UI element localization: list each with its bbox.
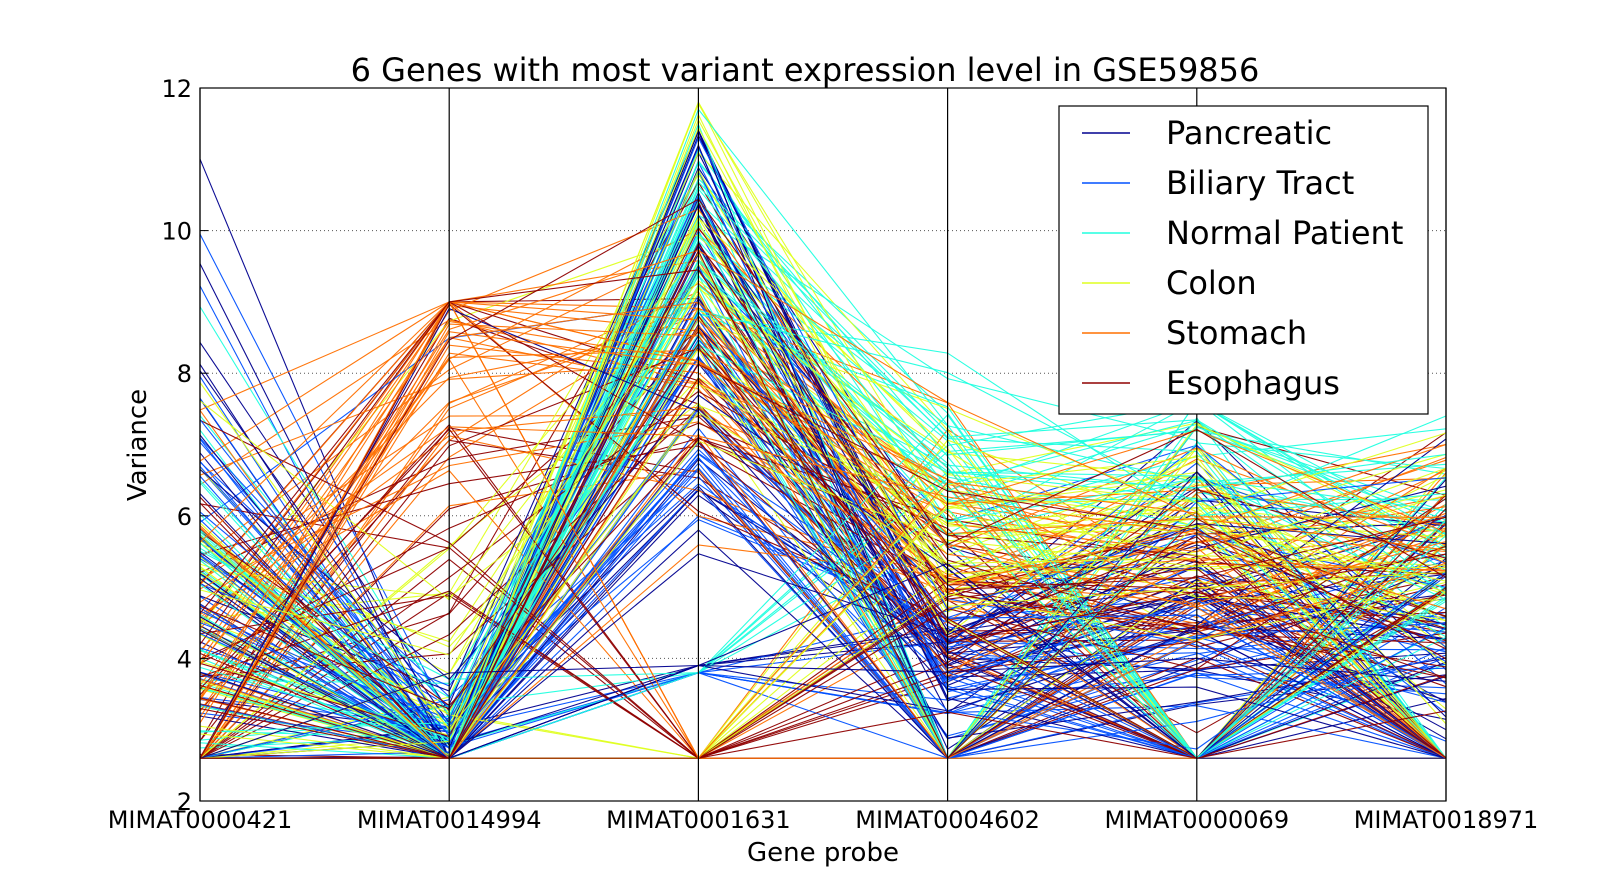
sample-line bbox=[199, 581, 1447, 759]
sample-line bbox=[199, 487, 1447, 759]
x-tick-label: MIMAT0001631 bbox=[606, 806, 791, 834]
sample-line bbox=[199, 301, 1447, 760]
sample-line bbox=[199, 435, 1447, 619]
sample-line bbox=[199, 470, 1447, 759]
sample-line bbox=[199, 657, 1447, 759]
legend-label: Biliary Tract bbox=[1166, 164, 1354, 202]
sample-line bbox=[199, 169, 1447, 759]
y-tick-label: 6 bbox=[177, 503, 192, 531]
sample-line bbox=[199, 497, 1447, 759]
plot-frame bbox=[199, 87, 1447, 802]
sample-line bbox=[199, 320, 1447, 666]
x-tick-label: MIMAT0014994 bbox=[357, 806, 542, 834]
sample-line bbox=[199, 301, 1447, 604]
legend-label: Esophagus bbox=[1166, 364, 1340, 402]
sample-line bbox=[199, 342, 1447, 759]
x-tick-label: MIMAT0000069 bbox=[1105, 806, 1290, 834]
sample-line bbox=[199, 310, 1447, 760]
sample-line bbox=[199, 100, 1447, 737]
sample-line bbox=[199, 331, 1447, 759]
y-tick-label: 12 bbox=[161, 75, 192, 103]
sample-line bbox=[199, 562, 1446, 759]
sample-line bbox=[200, 242, 1447, 759]
y-axis-ticks: 2 4 6 8 10 12 bbox=[161, 75, 208, 816]
x-axis-label: Gene probe bbox=[747, 838, 899, 868]
sample-line bbox=[199, 249, 1447, 760]
sample-line bbox=[199, 408, 1447, 760]
sample-line bbox=[199, 411, 1447, 728]
sample-line bbox=[199, 300, 1447, 760]
sample-line bbox=[199, 456, 1447, 759]
sample-line bbox=[199, 129, 1447, 759]
sample-line bbox=[199, 419, 1447, 750]
sample-line bbox=[199, 326, 1447, 759]
sample-line bbox=[199, 168, 1447, 759]
sample-line bbox=[199, 356, 1447, 759]
sample-line bbox=[199, 309, 1447, 760]
sample-line bbox=[199, 307, 1447, 759]
sample-line bbox=[199, 363, 1447, 759]
sample-line bbox=[199, 496, 1447, 759]
sample-line bbox=[199, 187, 1447, 760]
sample-line bbox=[199, 419, 1447, 759]
sample-line bbox=[199, 406, 1447, 759]
sample-line bbox=[199, 402, 1447, 760]
sample-line bbox=[199, 294, 1447, 710]
x-tick-label: MIMAT0000421 bbox=[108, 806, 293, 834]
sample-line bbox=[199, 426, 1447, 610]
legend-label: Normal Patient bbox=[1166, 214, 1403, 252]
sample-line bbox=[199, 580, 1447, 759]
y-axis-label: Variance bbox=[123, 389, 153, 501]
sample-line bbox=[199, 249, 1447, 724]
sample-line bbox=[199, 264, 1447, 759]
sample-line bbox=[199, 285, 1447, 759]
sample-line bbox=[199, 441, 1447, 760]
sample-line bbox=[199, 285, 1447, 656]
x-tick-label: MIMAT0018971 bbox=[1354, 806, 1539, 834]
sample-line bbox=[199, 347, 1447, 759]
sample-line bbox=[199, 269, 1447, 759]
sample-line bbox=[199, 349, 1447, 760]
legend-label: Stomach bbox=[1166, 314, 1307, 352]
y-tick-label: 4 bbox=[177, 645, 192, 673]
legend: Pancreatic Biliary Tract Normal Patient Col… bbox=[1058, 105, 1429, 415]
sample-line bbox=[199, 263, 1447, 759]
sample-line bbox=[199, 301, 1447, 759]
x-axis-ticks: MIMAT0000421 MIMAT0014994 MIMAT0001631 MIMA… bbox=[108, 806, 1539, 834]
legend-box bbox=[1058, 105, 1429, 415]
y-tick-label: 10 bbox=[161, 218, 192, 246]
y-tick-label: 2 bbox=[177, 788, 192, 816]
sample-line bbox=[199, 523, 1447, 759]
sample-line bbox=[199, 428, 1447, 759]
legend-label: Pancreatic bbox=[1166, 114, 1332, 152]
sample-line bbox=[199, 345, 1447, 759]
chart-title: 6 Genes with most variant expression lev… bbox=[351, 51, 1260, 89]
sample-line bbox=[199, 382, 1447, 731]
sample-line bbox=[199, 433, 1447, 760]
sample-line bbox=[199, 595, 1447, 759]
data-lines bbox=[199, 100, 1447, 760]
sample-line bbox=[199, 414, 1447, 759]
sample-line bbox=[199, 469, 1447, 759]
sample-line bbox=[199, 507, 1447, 759]
sample-line bbox=[199, 193, 1447, 760]
sample-line bbox=[199, 263, 1447, 759]
sample-line bbox=[199, 185, 1447, 759]
sample-line bbox=[199, 301, 1447, 759]
sample-line bbox=[199, 252, 1447, 760]
sample-line bbox=[199, 301, 1447, 759]
legend-label: Colon bbox=[1166, 264, 1257, 302]
y-tick-label: 8 bbox=[177, 360, 192, 388]
x-tick-label: MIMAT0004602 bbox=[855, 806, 1040, 834]
sample-line bbox=[199, 198, 1447, 759]
